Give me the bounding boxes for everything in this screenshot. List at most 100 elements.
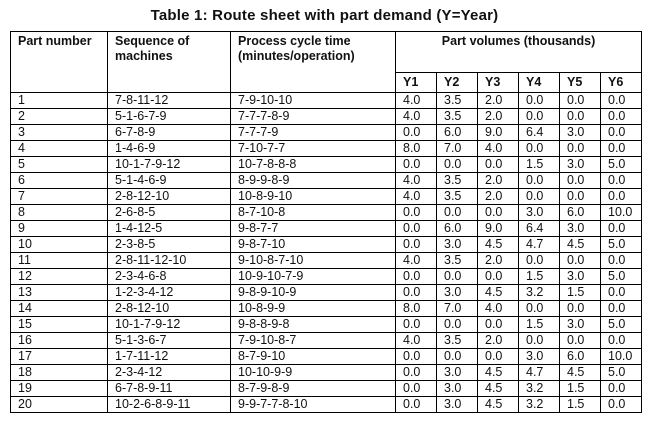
volume-cell: 0.0 (559, 188, 601, 205)
sequence-cell: 2-6-8-5 (107, 204, 231, 221)
volume-cell: 4.0 (477, 300, 519, 317)
sequence-cell: 2-8-12-10 (107, 188, 231, 205)
volume-cell: 4.0 (395, 252, 437, 269)
volume-cell: 4.5 (559, 236, 601, 253)
sequence-cell: 1-2-3-4-12 (107, 284, 231, 301)
volume-cell: 0.0 (477, 268, 519, 285)
volume-cell: 3.5 (436, 332, 478, 349)
volume-cell: 3.5 (436, 108, 478, 125)
process-cell: 10-8-9-10 (230, 188, 396, 205)
part-number-cell: 18 (10, 364, 108, 381)
volume-cell: 10.0 (599, 204, 643, 221)
volume-cell: 2.0 (477, 332, 519, 349)
volume-cell: 0.0 (395, 236, 437, 253)
col-header-year: Y4 (518, 72, 560, 93)
volume-cell: 5.0 (599, 156, 643, 173)
volume-cell: 0.0 (477, 156, 519, 173)
volume-cell: 6.0 (436, 124, 478, 141)
volume-cell: 0.0 (599, 332, 643, 349)
part-number-cell: 15 (10, 316, 108, 333)
sequence-cell: 5-1-6-7-9 (107, 108, 231, 125)
volume-cell: 0.0 (599, 396, 643, 413)
volume-cell: 4.7 (518, 364, 560, 381)
process-cell: 10-8-9-9 (230, 300, 396, 317)
volume-cell: 4.0 (395, 188, 437, 205)
volume-cell: 0.0 (477, 348, 519, 365)
sequence-cell: 1-7-11-12 (107, 348, 231, 365)
volume-cell: 3.0 (559, 268, 601, 285)
volume-cell: 3.0 (436, 396, 478, 413)
volume-cell: 2.0 (477, 172, 519, 189)
volume-cell: 1.5 (518, 156, 560, 173)
volume-cell: 4.5 (477, 284, 519, 301)
volume-cell: 2.0 (477, 108, 519, 125)
process-cell: 7-7-7-8-9 (230, 108, 396, 125)
process-cell: 9-8-9-10-9 (230, 284, 396, 301)
volume-cell: 0.0 (559, 252, 601, 269)
table-row: 12 2-3-4-6-8 10-9-10-7-9 0.0 0.0 0.0 1.5 3.0 5.0 (10, 268, 643, 285)
process-cell: 9-8-8-9-8 (230, 316, 396, 333)
volume-cell: 0.0 (436, 156, 478, 173)
sequence-cell: 5-1-3-6-7 (107, 332, 231, 349)
volume-cell: 0.0 (599, 92, 643, 109)
volume-cell: 0.0 (559, 300, 601, 317)
volume-cell: 0.0 (599, 172, 643, 189)
volume-cell: 4.5 (559, 364, 601, 381)
volume-cell: 4.5 (477, 396, 519, 413)
volume-cell: 3.0 (436, 364, 478, 381)
volume-cell: 5.0 (599, 236, 643, 253)
volume-cell: 0.0 (395, 348, 437, 365)
table-row: 11 2-8-11-12-10 9-10-8-7-10 4.0 3.5 2.0 0.0 0.0… (10, 252, 643, 269)
process-cell: 8-7-10-8 (230, 204, 396, 221)
volume-cell: 0.0 (518, 140, 560, 157)
volume-cell: 0.0 (599, 252, 643, 269)
part-number-cell: 6 (10, 172, 108, 189)
volume-cell: 0.0 (518, 92, 560, 109)
part-number-cell: 3 (10, 124, 108, 141)
process-cell: 7-7-7-9 (230, 124, 396, 141)
volume-cell: 0.0 (599, 220, 643, 237)
part-number-cell: 13 (10, 284, 108, 301)
volume-cell: 8.0 (395, 300, 437, 317)
volume-cell: 0.0 (395, 364, 437, 381)
volume-cell: 1.5 (559, 380, 601, 397)
volume-cell: 3.5 (436, 92, 478, 109)
sequence-cell: 1-4-6-9 (107, 140, 231, 157)
volume-cell: 7.0 (436, 140, 478, 157)
table-row: 19 6-7-8-9-11 8-7-9-8-9 0.0 3.0 4.5 3.2 1.5 0.0 (10, 380, 643, 397)
volume-cell: 0.0 (559, 108, 601, 125)
volume-cell: 0.0 (559, 140, 601, 157)
table-row: 18 2-3-4-12 10-10-9-9 0.0 3.0 4.5 4.7 4.5 5.0 (10, 364, 643, 381)
process-cell: 10-7-8-8-8 (230, 156, 396, 173)
volume-cell: 2.0 (477, 252, 519, 269)
table-row: 8 2-6-8-5 8-7-10-8 0.0 0.0 0.0 3.0 6.0 10.0 (10, 204, 643, 221)
col-header-process: Process cycle time (minutes/operation) (230, 31, 396, 93)
volume-cell: 6.0 (559, 348, 601, 365)
volume-cell: 0.0 (599, 300, 643, 317)
volume-cell: 0.0 (518, 300, 560, 317)
volume-cell: 3.0 (559, 124, 601, 141)
sequence-cell: 10-1-7-9-12 (107, 316, 231, 333)
volume-cell: 0.0 (559, 92, 601, 109)
volume-cell: 0.0 (599, 108, 643, 125)
volume-cell: 3.0 (559, 220, 601, 237)
table-row: 6 5-1-4-6-9 8-9-9-8-9 4.0 3.5 2.0 0.0 0.0 0.0 (10, 172, 643, 189)
col-header-year: Y5 (559, 72, 601, 93)
volume-cell: 3.2 (518, 380, 560, 397)
volume-cell: 4.0 (395, 108, 437, 125)
volume-cell: 4.7 (518, 236, 560, 253)
part-number-cell: 12 (10, 268, 108, 285)
volume-cell: 2.0 (477, 92, 519, 109)
volume-cell: 4.0 (477, 140, 519, 157)
volume-cell: 3.0 (436, 284, 478, 301)
part-number-cell: 4 (10, 140, 108, 157)
volume-cell: 6.4 (518, 220, 560, 237)
table-row: 1 7-8-11-12 7-9-10-10 4.0 3.5 2.0 0.0 0.0 0.0 (10, 92, 643, 109)
process-cell: 9-8-7-10 (230, 236, 396, 253)
table-row: 4 1-4-6-9 7-10-7-7 8.0 7.0 4.0 0.0 0.0 0.0 (10, 140, 643, 157)
volume-cell: 0.0 (395, 124, 437, 141)
volume-cell: 3.0 (518, 348, 560, 365)
volume-cell: 7.0 (436, 300, 478, 317)
volume-cell: 0.0 (436, 268, 478, 285)
